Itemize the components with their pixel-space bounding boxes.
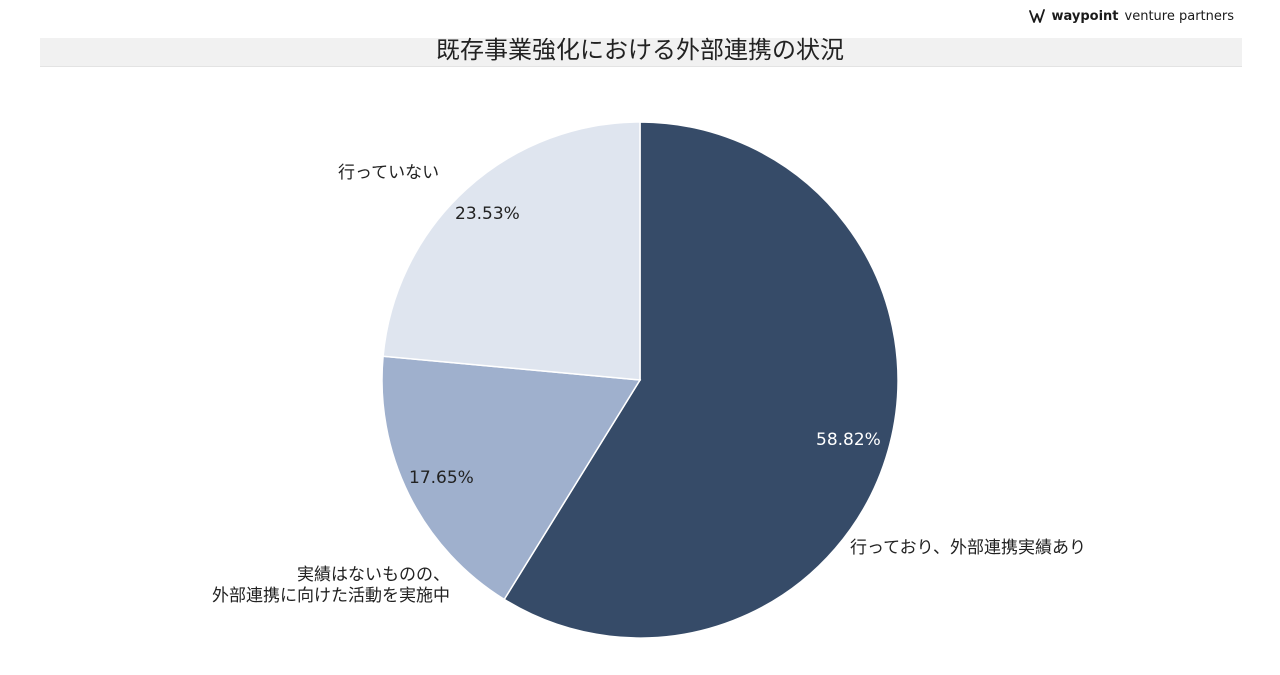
category-label-in-progress: 実績はないものの、 外部連携に向けた活動を実施中: [212, 565, 450, 606]
category-label-ongoing: 行っており、外部連携実績あり: [850, 538, 1086, 558]
waypoint-logo-icon: [1029, 9, 1046, 23]
title-bar: [40, 38, 1242, 67]
brand-logo: waypoint venture partners: [1029, 8, 1234, 24]
value-label-in-progress: 17.65%: [409, 468, 474, 488]
pie-slice-in-progress: [381, 355, 642, 601]
brand-name: waypoint: [1051, 8, 1119, 24]
chart-title: 既存事業強化における外部連携の状況: [436, 36, 844, 64]
pie-slice-none: [382, 121, 641, 381]
category-label-none: 行っていない: [338, 163, 440, 183]
brand-tagline: venture partners: [1124, 8, 1234, 24]
pie-slice-ongoing: [503, 121, 899, 639]
value-label-ongoing: 58.82%: [816, 430, 881, 450]
value-label-none: 23.53%: [455, 204, 520, 224]
